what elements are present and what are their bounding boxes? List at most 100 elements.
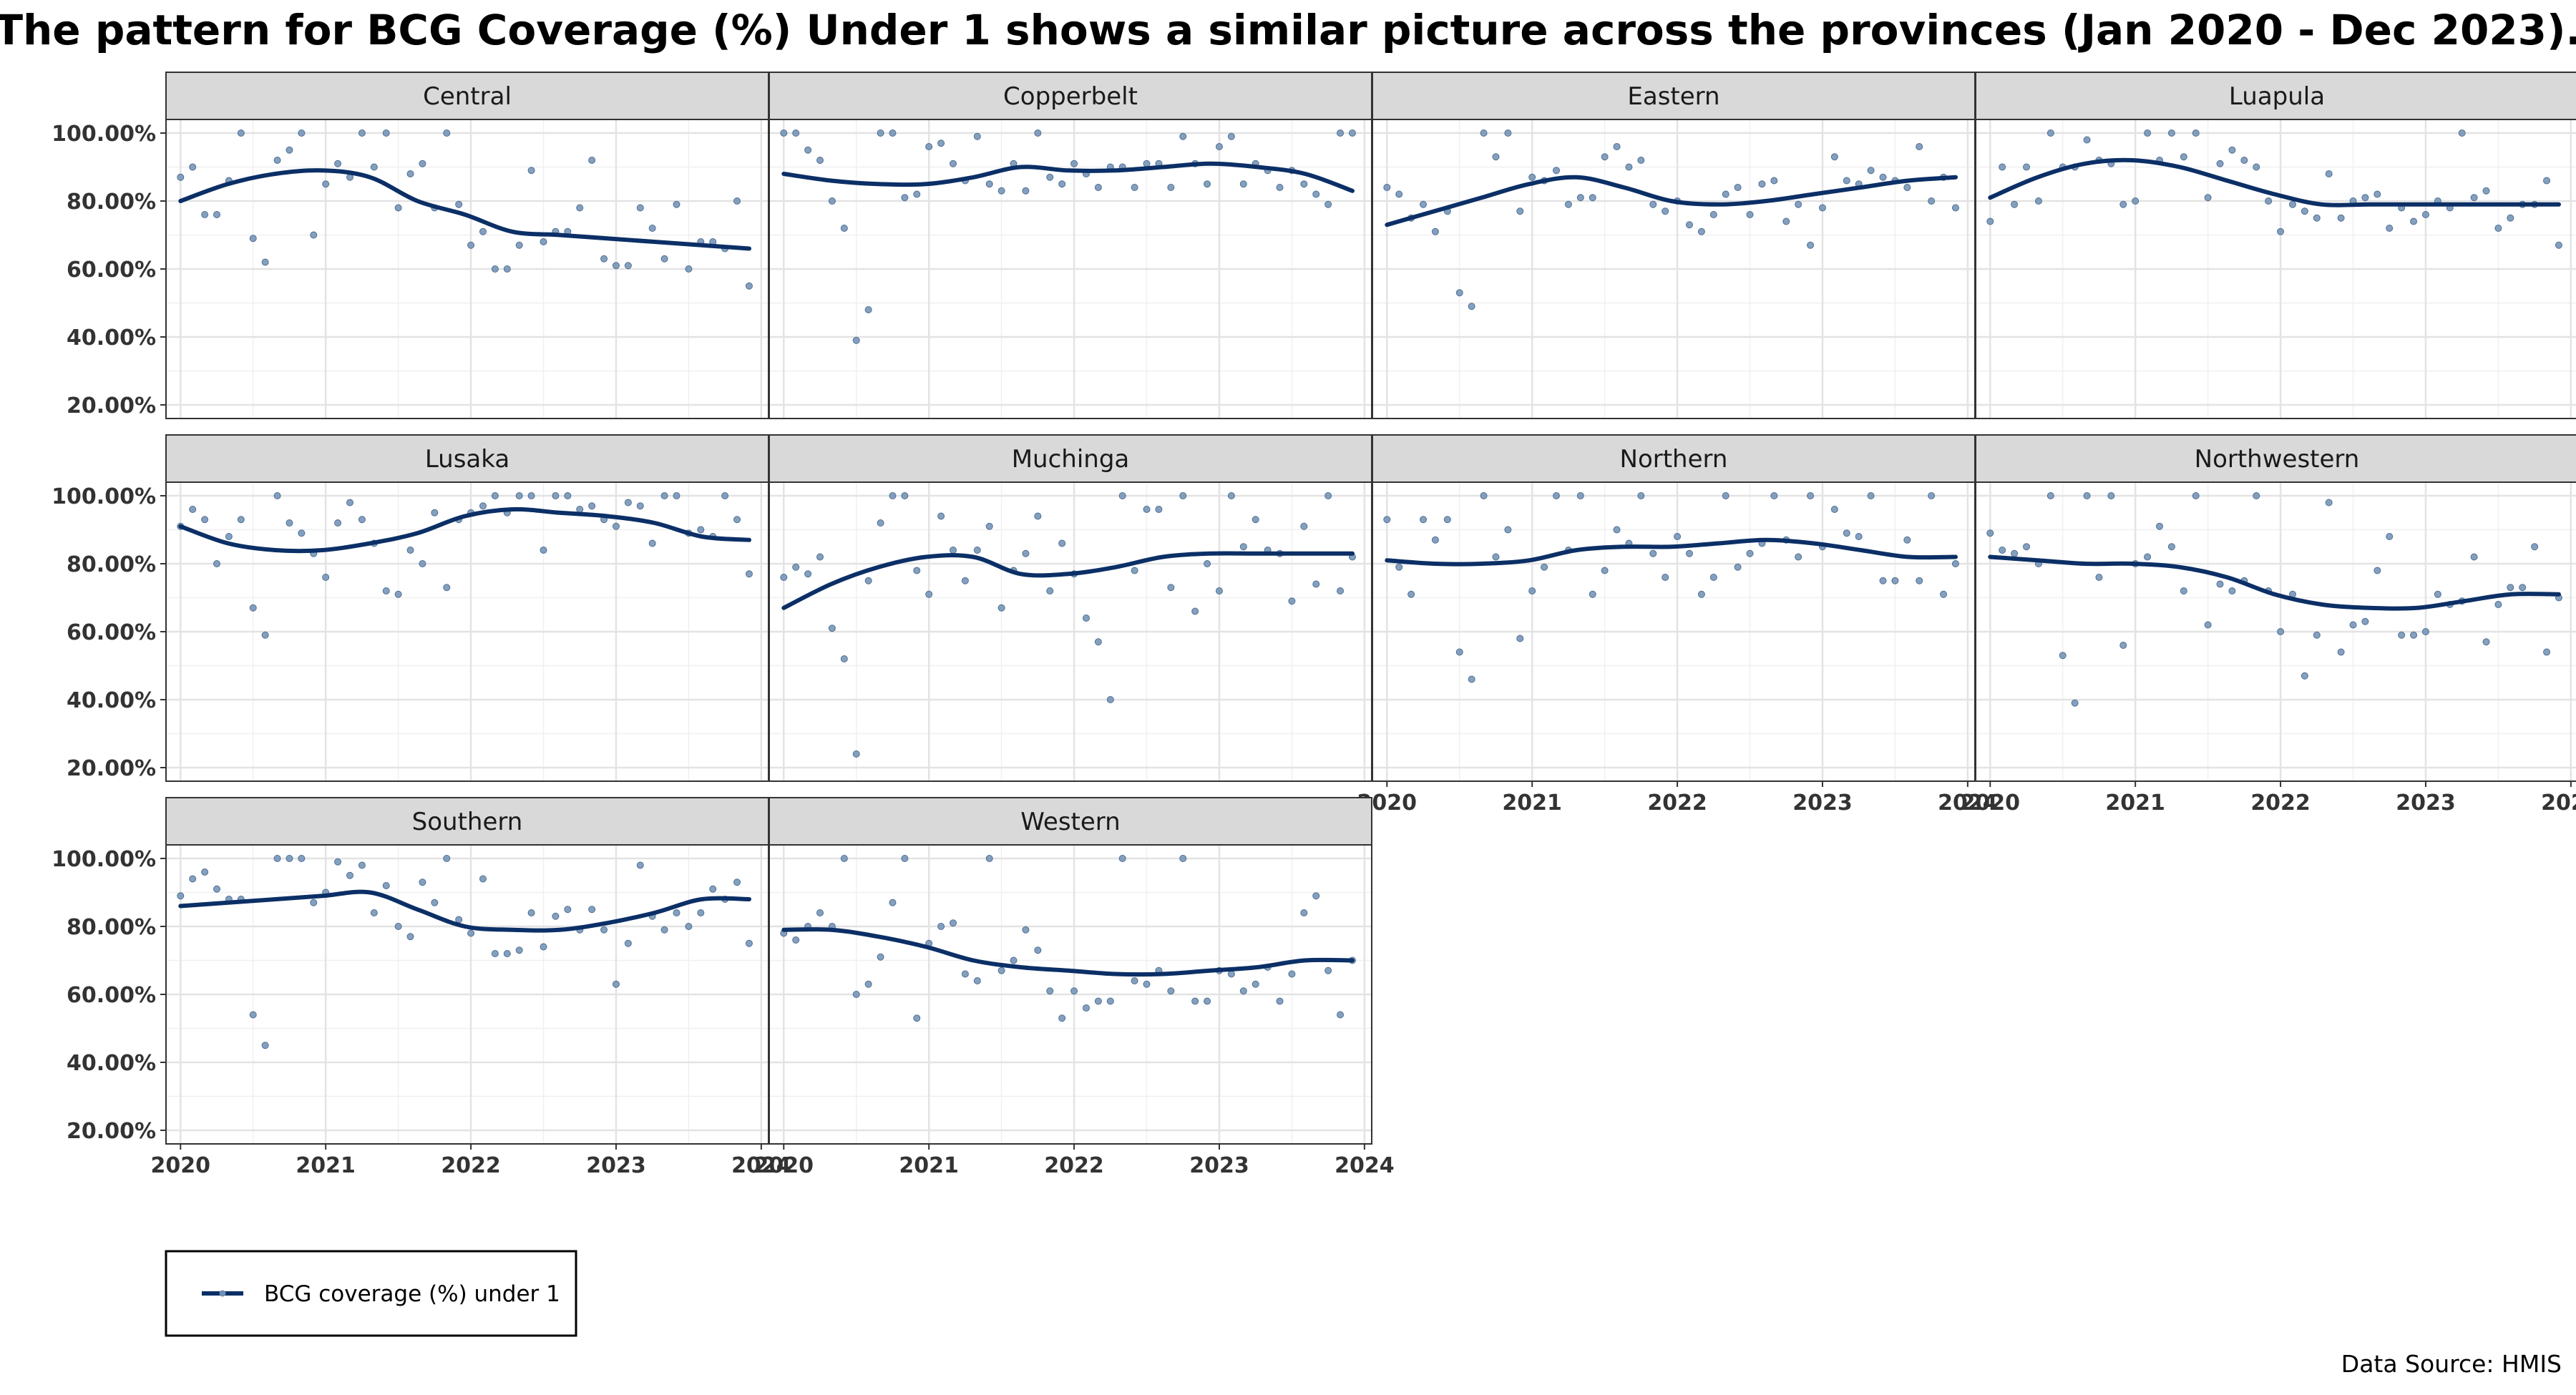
y-tick-label: 60.00% <box>67 258 156 283</box>
data-point <box>804 146 812 154</box>
strip-label-northern: Northern <box>1620 445 1728 474</box>
data-point <box>1324 492 1332 499</box>
data-point <box>985 855 993 862</box>
data-point <box>2095 574 2103 581</box>
data-point <box>1337 129 1345 137</box>
data-point <box>792 129 800 137</box>
data-point <box>540 547 547 554</box>
data-point <box>2494 225 2502 232</box>
data-point <box>1504 129 1512 137</box>
data-point <box>840 225 848 232</box>
data-point <box>1312 580 1320 588</box>
panel-border-northwestern <box>1975 481 2576 782</box>
data-point <box>792 563 800 571</box>
data-point <box>901 194 909 202</box>
data-point <box>2119 642 2127 649</box>
x-tick-label: 2024 <box>731 1153 791 1178</box>
data-point <box>1118 855 1126 862</box>
data-point <box>985 522 993 530</box>
data-point <box>1239 543 1247 551</box>
data-point <box>1746 211 1754 218</box>
data-point <box>1601 153 1609 161</box>
strip-label-eastern: Eastern <box>1627 82 1719 111</box>
data-point <box>828 625 836 632</box>
data-point <box>1999 547 2006 554</box>
data-point <box>2531 543 2539 551</box>
data-point <box>997 187 1005 195</box>
data-point <box>431 509 439 517</box>
data-point <box>419 160 426 167</box>
data-point <box>1131 567 1138 574</box>
data-point <box>310 231 318 239</box>
data-point <box>2071 699 2079 707</box>
data-point <box>1337 1011 1345 1019</box>
data-point <box>443 129 451 137</box>
data-point <box>237 129 245 137</box>
data-point <box>852 336 860 344</box>
data-point <box>588 502 596 510</box>
data-point <box>816 157 824 164</box>
data-point <box>1179 855 1187 862</box>
strip-northwestern <box>1975 434 2576 483</box>
data-point <box>1420 200 1428 208</box>
data-point <box>1191 997 1199 1005</box>
data-point <box>479 875 487 883</box>
x-tick-label: 2022 <box>2250 790 2311 816</box>
data-point <box>1722 190 1729 198</box>
trend-line-northern <box>1385 537 1958 567</box>
data-point <box>273 492 281 499</box>
y-tick-label: 80.00% <box>67 915 156 940</box>
data-point <box>346 499 353 506</box>
data-point <box>189 506 197 513</box>
data-point <box>225 533 233 540</box>
data-point <box>2083 492 2091 499</box>
strip-label-luapula: Luapula <box>2229 82 2325 111</box>
trend-line-southern <box>178 889 751 933</box>
data-point <box>1010 956 1018 964</box>
x-tick-label: 2023 <box>1189 1153 1249 1178</box>
data-point <box>1818 204 1826 212</box>
data-point <box>1807 241 1815 249</box>
data-point <box>443 584 451 592</box>
data-point <box>1143 506 1151 513</box>
data-point <box>1843 529 1850 537</box>
data-point <box>2167 129 2175 137</box>
data-point <box>2410 631 2418 639</box>
data-point <box>2337 648 2345 656</box>
data-point <box>1999 163 2006 171</box>
data-point <box>1891 577 1899 584</box>
data-point <box>1589 590 1596 598</box>
data-point <box>322 574 330 581</box>
data-point <box>2167 543 2175 551</box>
data-point <box>2277 628 2285 635</box>
data-point <box>1395 190 1403 198</box>
data-point <box>1576 492 1584 499</box>
data-point <box>1795 553 1802 561</box>
data-point <box>1204 560 1211 567</box>
data-point <box>515 241 523 249</box>
data-point <box>1046 587 1054 594</box>
data-point <box>419 560 426 567</box>
data-point <box>913 190 921 198</box>
data-point <box>2011 200 2019 208</box>
data-point <box>2482 187 2490 195</box>
data-point <box>1058 539 1066 547</box>
data-point <box>1782 217 1790 225</box>
strip-label-copperbelt: Copperbelt <box>1003 82 1138 111</box>
data-point <box>877 953 884 961</box>
data-point <box>949 919 957 927</box>
data-point <box>261 258 269 266</box>
data-point <box>2265 197 2273 205</box>
data-point <box>491 492 499 499</box>
data-point <box>1252 980 1259 988</box>
data-point <box>249 1011 257 1019</box>
data-point <box>1722 492 1729 499</box>
data-point <box>1167 584 1175 592</box>
chart-title: The pattern for BCG Coverage (%) Under 1… <box>0 6 2576 54</box>
data-point <box>780 129 788 137</box>
data-point <box>1807 492 1815 499</box>
data-point <box>201 211 209 218</box>
x-tick-label: 2023 <box>1792 790 1853 816</box>
data-point <box>1504 526 1512 534</box>
